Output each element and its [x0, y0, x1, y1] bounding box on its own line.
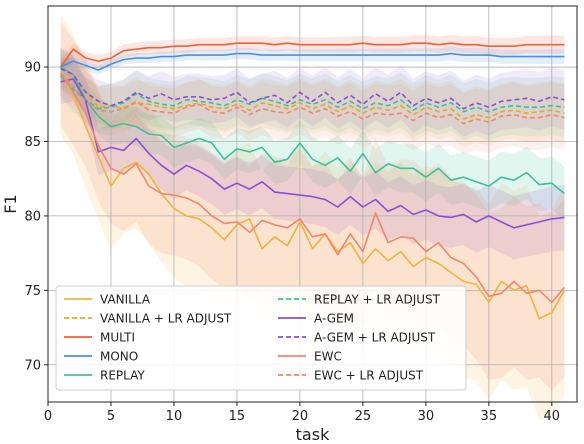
x-tick-label: 30	[418, 409, 435, 424]
y-ticks: 70 75 80 85 90	[24, 61, 48, 373]
legend-label: A-GEM	[314, 312, 354, 326]
series-line-a-gem	[60, 78, 565, 229]
x-ticks: 0 5 10 15 20 25 30 35 40	[44, 402, 560, 424]
x-tick-label: 10	[166, 409, 183, 424]
legend-label: VANILLA	[100, 293, 151, 307]
y-tick-label: 70	[24, 358, 41, 373]
x-tick-label: 5	[107, 409, 115, 424]
y-axis-label: F1	[1, 194, 20, 213]
y-tick-label: 80	[24, 209, 41, 224]
x-tick-label: 35	[481, 409, 498, 424]
legend-label: REPLAY + LR ADJUST	[314, 293, 441, 307]
series-line-multi	[59, 42, 565, 68]
legend-label: EWC	[314, 350, 342, 364]
band-replay-lr-adjust	[60, 53, 565, 141]
band-ewc-lr-adjust	[60, 50, 565, 155]
legend-label: A-GEM + LR ADJUST	[314, 331, 436, 345]
legend-label: MULTI	[100, 331, 135, 345]
band-replay	[60, 49, 565, 221]
series-line-a-gem-lr-adjust	[60, 67, 565, 110]
plot-frame	[47, 5, 578, 403]
x-tick-label: 20	[292, 409, 309, 424]
y-tick-label: 85	[24, 135, 41, 150]
band-mono	[60, 46, 565, 75]
series-line-replay	[60, 66, 565, 195]
x-tick-label: 40	[544, 409, 561, 424]
legend-label: VANILLA + LR ADJUST	[100, 312, 232, 326]
legend-label: EWC + LR ADJUST	[314, 369, 424, 383]
series-line-vanilla-lr-adjust	[60, 67, 565, 120]
x-tick-label: 15	[229, 409, 246, 424]
y-tick-label: 75	[24, 284, 41, 299]
series-line-ewc	[59, 72, 566, 304]
legend-label: MONO	[100, 350, 138, 364]
legend-box	[55, 285, 467, 391]
series-line-vanilla	[59, 74, 566, 320]
band-a-gem-lr-adjust	[60, 47, 565, 137]
x-tick-label: 0	[44, 409, 52, 424]
band-vanilla-lr-adjust	[60, 47, 565, 148]
x-axis-label: task	[296, 425, 330, 444]
series-lines	[59, 42, 566, 320]
series-line-replay-lr-adjust	[60, 75, 565, 113]
legend-label: REPLAY	[100, 369, 145, 383]
band-a-gem	[60, 56, 565, 260]
x-tick-label: 25	[355, 409, 372, 424]
series-line-mono	[60, 52, 565, 71]
series-line-ewc-lr-adjust	[60, 72, 565, 125]
y-tick-label: 90	[24, 61, 41, 76]
legend: VANILLA VANILLA + LR ADJUST MULTI MONO REPLA…	[55, 285, 467, 391]
